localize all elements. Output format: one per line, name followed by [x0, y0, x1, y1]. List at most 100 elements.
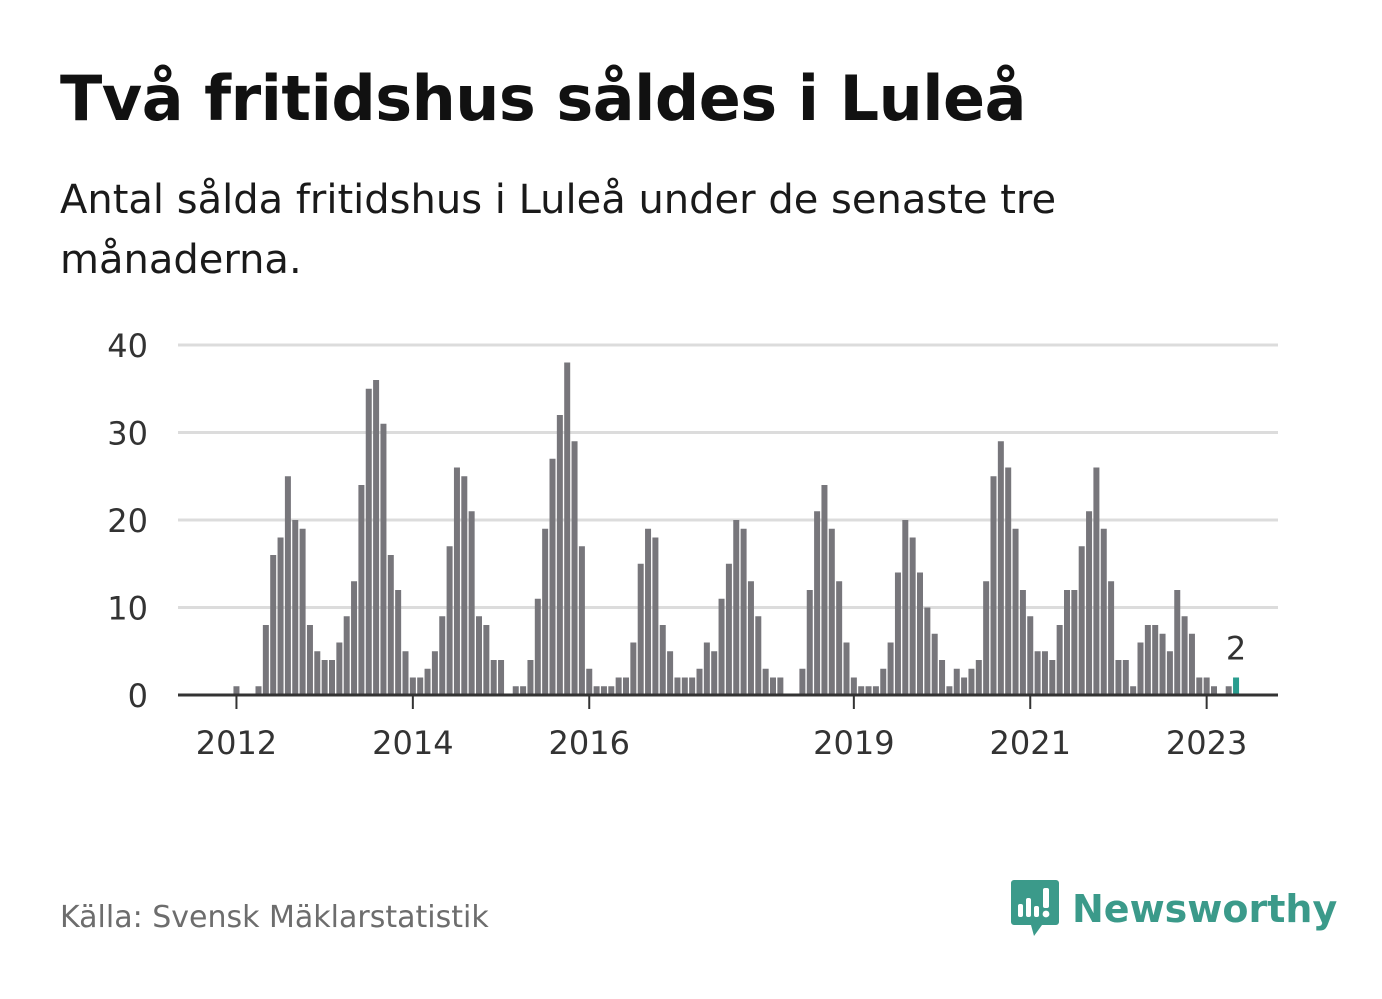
bars: [233, 362, 1240, 695]
bar: [703, 642, 710, 695]
bar: [1137, 642, 1144, 695]
bar: [380, 423, 387, 695]
bar: [549, 458, 556, 695]
bar: [542, 528, 549, 695]
bar: [1152, 625, 1159, 695]
bar: [880, 668, 887, 695]
bar: [615, 677, 622, 695]
bar: [1174, 590, 1181, 695]
bar: [1005, 467, 1012, 695]
x-tick-2016: 2016: [549, 724, 630, 762]
bar: [939, 660, 946, 695]
bar: [446, 546, 453, 695]
bar: [336, 642, 343, 695]
bar: [1166, 651, 1173, 695]
bar: [1071, 590, 1078, 695]
bar: [740, 528, 747, 695]
y-tick-0: 0: [128, 677, 148, 715]
bar: [476, 616, 482, 695]
bar: [1019, 590, 1026, 695]
bar: [1056, 625, 1063, 695]
x-tick-2023: 2023: [1166, 724, 1247, 762]
bar: [828, 528, 835, 695]
bar: [909, 537, 916, 695]
bar: [872, 686, 879, 695]
bar: [564, 362, 571, 695]
bar: [711, 651, 718, 695]
bar: [681, 677, 688, 695]
newsworthy-logo-icon: [1011, 880, 1059, 936]
bar: [417, 677, 424, 695]
bar-chart: 0 10 20 30 40 2012 2014 2016 2019 2021 2023 2: [107, 327, 1278, 762]
bar: [461, 476, 468, 695]
bar: [975, 660, 982, 695]
bar: [395, 590, 402, 695]
bar: [917, 572, 923, 695]
bar: [586, 668, 593, 695]
data-labels: 2: [1226, 630, 1246, 668]
bar: [1188, 633, 1195, 695]
bar: [608, 686, 615, 695]
bar: [667, 651, 674, 695]
bar: [424, 668, 431, 695]
bar: [270, 555, 277, 695]
bar: [1108, 581, 1115, 695]
bar: [255, 686, 262, 695]
bar: [725, 563, 732, 695]
bar: [490, 660, 497, 695]
bar: [799, 668, 806, 695]
bar: [887, 642, 894, 695]
bar: [1225, 686, 1232, 695]
bar: [806, 590, 813, 695]
bar: [1130, 686, 1137, 695]
bar: [233, 686, 240, 695]
bar: [431, 651, 438, 695]
bar: [314, 651, 321, 695]
bar: [600, 686, 607, 695]
bar: [1086, 511, 1093, 695]
bar: [512, 686, 519, 695]
bar: [358, 485, 365, 695]
bar: [387, 555, 394, 695]
x-tick-2021: 2021: [990, 724, 1071, 762]
bar: [843, 642, 850, 695]
bar: [1122, 660, 1129, 695]
bar: [299, 528, 306, 695]
bar: [630, 642, 637, 695]
x-tick-2014: 2014: [372, 724, 453, 762]
bar: [645, 528, 652, 695]
bar: [733, 520, 740, 695]
bar: [409, 677, 416, 695]
bar: [1181, 616, 1188, 695]
bar: [284, 476, 291, 695]
bar: [351, 581, 358, 695]
bar: [498, 660, 505, 695]
bar: [1049, 660, 1056, 695]
bar: [637, 563, 644, 695]
bar: [578, 546, 585, 695]
x-tick-2019: 2019: [813, 724, 894, 762]
bar: [365, 388, 372, 695]
bar: [747, 581, 754, 695]
x-axis: [178, 693, 1278, 709]
bar: [953, 668, 960, 695]
bar: [1093, 467, 1100, 695]
bar: [718, 598, 725, 695]
y-tick-40: 40: [107, 327, 148, 365]
bar: [520, 686, 527, 695]
bar: [1100, 528, 1107, 695]
bar: [1144, 625, 1151, 695]
bar: [968, 668, 975, 695]
bar: [689, 677, 696, 695]
bar: [534, 598, 541, 695]
bar: [593, 686, 600, 695]
bar: [483, 625, 490, 695]
bar: [556, 415, 563, 695]
y-axis-tick-labels: 0 10 20 30 40: [107, 327, 148, 715]
bar: [1211, 686, 1217, 695]
bar: [755, 616, 762, 695]
bar-highlight: [1233, 677, 1240, 695]
bar: [402, 651, 409, 695]
bar: [821, 485, 828, 695]
bar: [306, 625, 313, 695]
